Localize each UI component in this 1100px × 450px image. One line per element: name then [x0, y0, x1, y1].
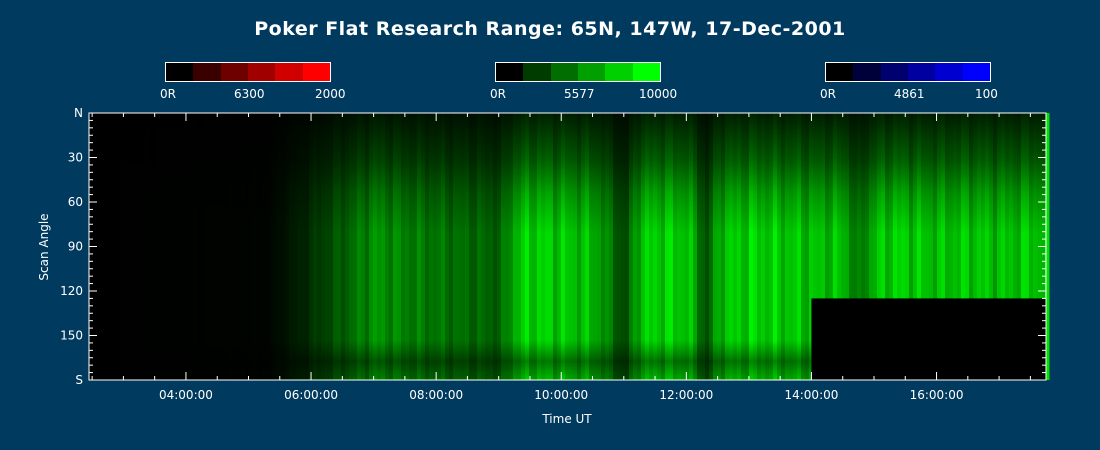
x-tick-label: 12:00:00 [659, 388, 713, 402]
red-colorbar-cell-3 [247, 63, 276, 81]
green-colorbar-cell-2 [550, 63, 578, 81]
red-colorbar-cell-2 [220, 63, 248, 81]
blue-colorbar-cell-5 [962, 63, 990, 81]
blue-colorbar-cell-1 [853, 63, 881, 81]
x-tick-label: 16:00:00 [910, 388, 964, 402]
data-gap-region [811, 298, 1046, 380]
y-tick-label: 90 [68, 240, 83, 254]
red-colorbar-max-label: 2000 [315, 87, 346, 101]
y-tick-label: S [75, 373, 83, 387]
green-colorbar-cell-4 [605, 63, 633, 81]
y-tick-label: 150 [60, 329, 83, 343]
y-tick-label: 120 [60, 284, 83, 298]
blue-colorbar-cell-3 [907, 63, 936, 81]
green-colorbar-cell-3 [577, 63, 606, 81]
x-tick-label: 04:00:00 [159, 388, 213, 402]
heatmap-column [1045, 113, 1050, 380]
x-tick-label: 10:00:00 [534, 388, 588, 402]
green-colorbar-wavelength-label: 5577 [564, 87, 595, 101]
y-tick-label: 30 [68, 151, 83, 165]
red-colorbar-cell-4 [275, 63, 303, 81]
red-colorbar-wavelength-label: 6300 [234, 87, 265, 101]
y-tick-label: 60 [68, 195, 83, 209]
green-colorbar-cell-0 [496, 63, 524, 81]
green-colorbar-max-label: 10000 [639, 87, 678, 101]
x-axis-label: Time UT [541, 412, 592, 426]
x-tick-label: 08:00:00 [409, 388, 463, 402]
y-tick-label: N [74, 106, 83, 120]
x-tick-label: 14:00:00 [784, 388, 838, 402]
green-colorbar-cell-5 [632, 63, 660, 81]
y-axis: N 30 60 90 120 150 S [60, 106, 1046, 387]
y-axis-label: Scan Angle [37, 213, 51, 280]
red-colorbar-min-label: 0R [160, 87, 176, 101]
red-colorbar [165, 62, 331, 82]
green-colorbar [495, 62, 661, 82]
blue-colorbar-cell-0 [826, 63, 854, 81]
blue-colorbar-wavelength-label: 4861 [894, 87, 925, 101]
red-colorbar-cell-0 [166, 63, 194, 81]
red-colorbar-cell-1 [193, 63, 221, 81]
blue-colorbar-cell-2 [880, 63, 908, 81]
blue-colorbar-min-label: 0R [820, 87, 836, 101]
x-axis: 04:00:00 06:00:00 08:00:00 10:00:00 12:00:00… [91, 113, 1031, 402]
green-colorbar-min-label: 0R [490, 87, 506, 101]
chart-title: Poker Flat Research Range: 65N, 147W, 17… [254, 18, 846, 40]
red-colorbar-cell-5 [302, 63, 330, 81]
x-tick-label: 06:00:00 [284, 388, 338, 402]
blue-colorbar-cell-4 [935, 63, 963, 81]
blue-colorbar [825, 62, 991, 82]
green-colorbar-cell-1 [523, 63, 551, 81]
blue-colorbar-max-label: 100 [975, 87, 998, 101]
